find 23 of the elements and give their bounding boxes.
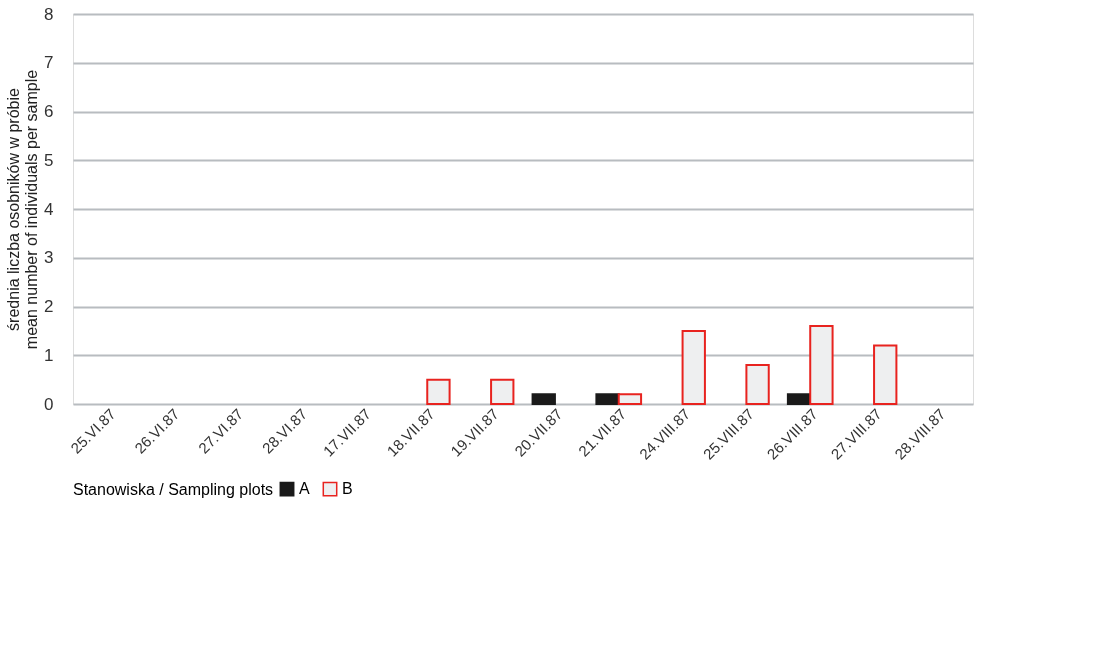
bar: [595, 393, 620, 405]
legend-title: Stanowiska / Sampling plots: [73, 481, 274, 498]
y-tick-label: 5: [44, 150, 54, 170]
bar: [873, 344, 898, 405]
bar: [786, 393, 812, 405]
y-tick-label: 6: [44, 102, 54, 121]
bar: [681, 329, 706, 405]
bar: [809, 325, 834, 405]
y-tick-label: 2: [44, 297, 54, 316]
bar: [490, 378, 515, 405]
y-tick-label: 1: [44, 345, 54, 365]
y-tick-label: 8: [44, 4, 54, 24]
y-axis-title: średnia liczba osobników w próbie mean number of individuals per sample: [5, 69, 41, 350]
bar: [617, 393, 643, 405]
y-tick-label: 3: [44, 248, 54, 268]
bar: [426, 378, 451, 405]
legend-label: B: [342, 480, 353, 498]
legend-label: A: [299, 480, 310, 498]
y-tick-label: 7: [44, 53, 54, 73]
bar: [531, 393, 556, 405]
y-tick-label: 0: [44, 394, 54, 414]
bar: [745, 364, 770, 405]
y-tick-label: 4: [44, 199, 54, 219]
